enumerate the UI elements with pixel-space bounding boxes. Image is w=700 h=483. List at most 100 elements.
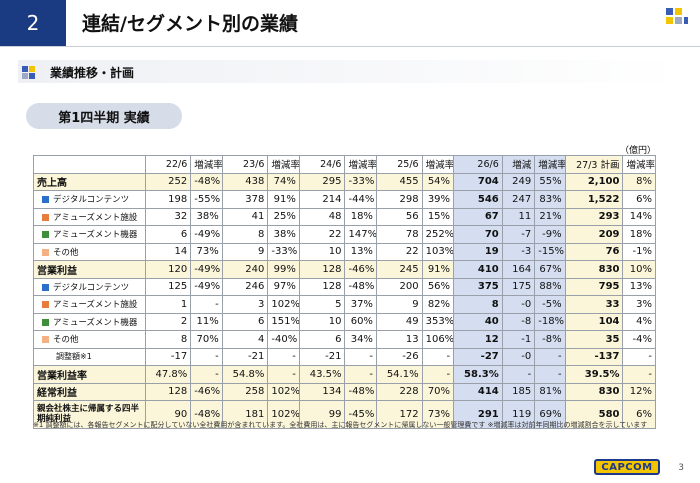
- decorative-squares-icon: [666, 8, 690, 32]
- row-label: 営業利益: [33, 260, 146, 279]
- table-cell: 12: [453, 330, 503, 349]
- table-cell: 67%: [534, 260, 566, 279]
- table-cell: 185: [501, 382, 536, 401]
- table-cell: -: [501, 365, 536, 384]
- header-divider: [0, 46, 700, 47]
- table-cell: 35: [564, 330, 624, 349]
- table-cell: -44%: [344, 190, 377, 209]
- table-cell: 128: [144, 382, 192, 401]
- segment-label: アミューズメント施設: [53, 212, 138, 223]
- header: 2 連結/セグメント別の業績: [0, 0, 700, 46]
- row-label: その他: [33, 330, 146, 349]
- unit-label: （億円）: [619, 146, 656, 156]
- table-cell: -: [421, 365, 455, 384]
- table-cell: -49%: [190, 260, 223, 279]
- table-cell: 134: [298, 382, 346, 401]
- segment-color-icon: [42, 196, 49, 204]
- table-row: アミューズメント施設 1-3 102% 5 37% 9 82% 8 -0 -5% 33 3%: [33, 295, 656, 314]
- table-cell: 172: [375, 400, 423, 429]
- table-cell: 295: [298, 172, 346, 191]
- table-cell: 8: [144, 330, 192, 349]
- table-cell: 48: [298, 207, 346, 226]
- row-label: 経常利益: [33, 382, 146, 401]
- segment-color-icon: [42, 301, 49, 309]
- table-cell: 21%: [534, 207, 566, 226]
- table-cell: 214: [298, 190, 346, 209]
- table-cell: 298: [375, 190, 423, 209]
- table-cell: 198: [144, 190, 192, 209]
- table-cell: 580: [564, 400, 624, 429]
- table-cell: 70%: [421, 382, 455, 401]
- page-title: 連結/セグメント別の業績: [82, 13, 298, 35]
- period-header-current: 26/6: [453, 155, 503, 174]
- segment-label: その他: [53, 335, 79, 346]
- row-label: 売上高: [33, 172, 146, 191]
- row-label: 営業利益率: [33, 365, 146, 384]
- table-cell: 97%: [267, 277, 300, 296]
- table-cell: 76: [564, 242, 624, 261]
- table-cell: 73%: [190, 242, 223, 261]
- table-cell: 83%: [534, 190, 566, 209]
- period-header: 22/6: [144, 155, 192, 174]
- squares-icon: [22, 65, 36, 80]
- table-cell: 37%: [344, 295, 377, 314]
- table-cell: 70%: [190, 330, 223, 349]
- table-cell: 40: [453, 312, 503, 331]
- table-cell: -4%: [622, 330, 656, 349]
- table-cell: 6: [221, 312, 269, 331]
- segment-label: デジタルコンテンツ: [53, 282, 130, 293]
- table-cell: 120: [144, 260, 192, 279]
- table-row: アミューズメント施設 32 38% 41 25% 48 18% 56 15% 67 11 21% 293…: [33, 207, 656, 226]
- table-cell: 438: [221, 172, 269, 191]
- segment-color-icon: [42, 318, 49, 326]
- table-cell: 414: [453, 382, 503, 401]
- table-cell: 3: [221, 295, 269, 314]
- table-cell: -27: [453, 347, 503, 366]
- row-label: アミューズメント機器: [33, 312, 146, 331]
- table-cell: 82%: [421, 295, 455, 314]
- table-cell: 22: [375, 242, 423, 261]
- segment-color-icon: [42, 248, 49, 256]
- table-cell: -137: [564, 347, 624, 366]
- table-row: アミューズメント機器 2 11% 6 151% 10 60% 49 353% 40 -8 -18% 10…: [33, 312, 656, 331]
- table-cell: 103%: [421, 242, 455, 261]
- table-cell: 56: [375, 207, 423, 226]
- row-label: アミューズメント機器: [33, 225, 146, 244]
- table-cell: 18%: [622, 225, 656, 244]
- table-cell: -33%: [267, 242, 300, 261]
- table-cell: 3%: [622, 295, 656, 314]
- period-header: 23/6: [221, 155, 269, 174]
- table-cell: 54%: [421, 172, 455, 191]
- table-cell: 81%: [534, 382, 566, 401]
- table-cell: 33: [564, 295, 624, 314]
- period-header-plan: 27/3 計画: [564, 155, 624, 174]
- period-pill: 第1四半期 実績: [26, 103, 182, 129]
- table-cell: 6: [298, 330, 346, 349]
- table-cell: 22: [298, 225, 346, 244]
- footnote: ※1 調整額には、各報告セグメントに配分していない全社費用が含まれています。全社…: [33, 421, 648, 429]
- table-cell: 410: [453, 260, 503, 279]
- rate-header: 増減率: [622, 155, 656, 174]
- table-cell: 11: [501, 207, 536, 226]
- table-cell: 375: [453, 277, 503, 296]
- capcom-logo: CAPCOM: [594, 459, 660, 475]
- table-cell: 147%: [344, 225, 377, 244]
- table-cell: 2,100: [564, 172, 624, 191]
- table-cell: 9: [375, 295, 423, 314]
- table-cell: 830: [564, 260, 624, 279]
- table-cell: 5: [298, 295, 346, 314]
- rate-header: 増減率: [267, 155, 300, 174]
- row-label: アミューズメント施設: [33, 207, 146, 226]
- table-cell: 43.5%: [298, 365, 346, 384]
- table-cell: 102%: [267, 382, 300, 401]
- segment-label: アミューズメント機器: [53, 317, 138, 328]
- table-cell: 2: [144, 312, 192, 331]
- table-cell: -: [190, 365, 223, 384]
- segment-color-icon: [42, 213, 49, 221]
- table-cell: -48%: [344, 277, 377, 296]
- table-cell: 41: [221, 207, 269, 226]
- table-cell: 32: [144, 207, 192, 226]
- table-row: 営業利益率 47.8% -54.8% -43.5% -54.1% -58.3% - -39.5…: [33, 365, 656, 384]
- table-cell: 8%: [622, 172, 656, 191]
- subhead: 業績推移・計画: [22, 64, 134, 81]
